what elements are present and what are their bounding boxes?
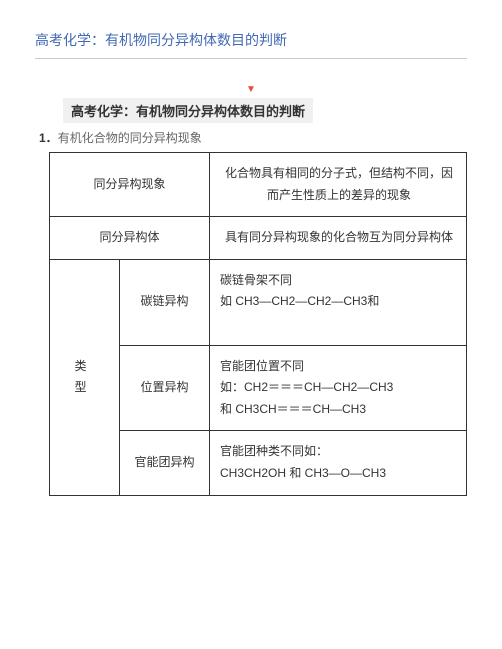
row1-label: 同分异构现象 [50,153,210,217]
row2-label: 同分异构体 [50,217,210,260]
table-row: 同分异构体 具有同分异构现象的化合物互为同分异构体 [50,217,467,260]
row2-desc: 具有同分异构现象的化合物互为同分异构体 [210,217,467,260]
isomer-table: 同分异构现象 化合物具有相同的分子式，但结构不同，因而产生性质上的差异的现象 同… [49,152,467,496]
functional-line1: 官能团种类不同如： [220,441,458,463]
position-line1: 官能团位置不同 [220,356,458,378]
carbon-desc: 碳链骨架不同 如 CH3—CH2—CH2—CH3和 [210,259,467,345]
functional-line2: CH3CH2OH 和 CH3—O—CH3 [220,463,458,485]
category-label: 类 型 [50,259,120,495]
subtitle: 高考化学：有机物同分异构体数目的判断 [63,98,313,123]
position-label: 位置异构 [120,345,210,431]
position-line3: 和 CH3CH＝＝＝CH—CH3 [220,399,458,421]
functional-label: 官能团异构 [120,431,210,495]
position-line2: 如：CH2＝＝＝CH—CH2—CH3 [220,377,458,399]
section-text: 有机化合物的同分异构现象 [58,131,202,145]
functional-desc: 官能团种类不同如： CH3CH2OH 和 CH3—O—CH3 [210,431,467,495]
subtitle-wrapper: 高考化学：有机物同分异构体数目的判断 [35,98,467,129]
section-number: 1． [39,131,58,145]
carbon-label: 碳链异构 [120,259,210,345]
table-row: 同分异构现象 化合物具有相同的分子式，但结构不同，因而产生性质上的差异的现象 [50,153,467,217]
divider [35,58,467,59]
section-heading: 1．有机化合物的同分异构现象 [39,129,467,146]
table-row: 类 型 碳链异构 碳链骨架不同 如 CH3—CH2—CH2—CH3和 [50,259,467,345]
position-desc: 官能团位置不同 如：CH2＝＝＝CH—CH2—CH3 和 CH3CH＝＝＝CH—… [210,345,467,431]
carbon-line2: 如 CH3—CH2—CH2—CH3和 [220,291,458,313]
page-title: 高考化学：有机物同分异构体数目的判断 [35,30,467,50]
triangle-marker-icon: ▼ [35,84,467,95]
row1-desc: 化合物具有相同的分子式，但结构不同，因而产生性质上的差异的现象 [210,153,467,217]
carbon-line1: 碳链骨架不同 [220,270,458,292]
